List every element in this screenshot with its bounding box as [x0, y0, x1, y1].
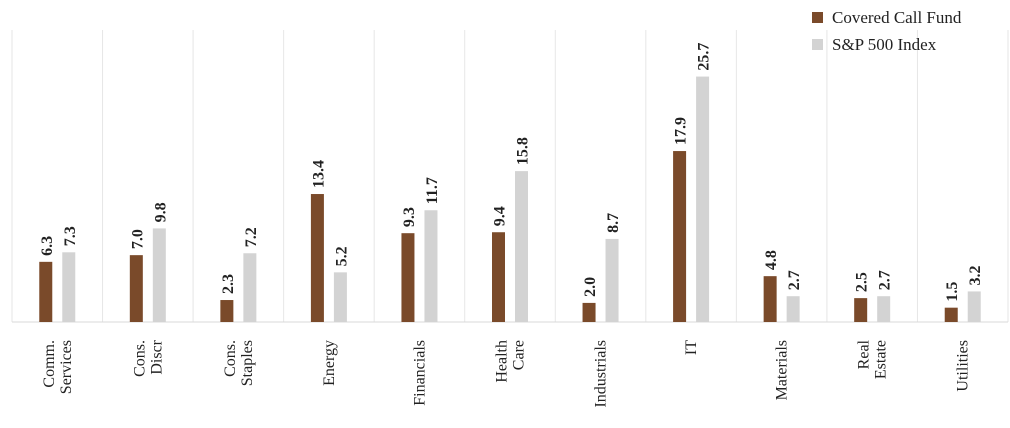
bar-sp500-index	[424, 210, 438, 322]
x-tick-label: IT	[683, 340, 700, 355]
bar-covered-call-fund	[401, 233, 415, 322]
data-label: 7.0	[129, 229, 146, 249]
data-label: 1.5	[944, 282, 961, 302]
bar-sp500-index	[967, 291, 981, 322]
data-label: 2.3	[220, 274, 237, 294]
x-tick-labels: Comm. Services Cons. Discr Cons. Staples Energ…	[41, 339, 972, 407]
x-tick-label: Comm.	[41, 340, 58, 388]
legend-swatch-covered-call-fund	[812, 12, 823, 23]
bar-sp500-index	[605, 238, 619, 322]
bar-sp500-index	[333, 272, 347, 322]
data-label: 15.8	[515, 137, 532, 165]
x-tick-label: Real	[856, 339, 873, 369]
x-tick-label: Industrials	[593, 340, 610, 408]
bar-covered-call-fund	[944, 307, 958, 322]
bar-sp500-index	[696, 76, 710, 322]
x-tick-label: Staples	[239, 340, 256, 386]
data-label: 8.7	[605, 213, 622, 233]
data-label: 4.8	[763, 250, 780, 270]
data-label: 9.3	[401, 207, 418, 227]
data-label: 17.9	[673, 117, 690, 145]
data-labels: 6.3 7.3 7.0 9.8 2.3 7.2 13.4 5.2 9.3 11.7 9.4 15.8 2…	[39, 43, 984, 302]
x-tick-label: Care	[511, 340, 528, 370]
bar-covered-call-fund	[763, 276, 777, 322]
bar-covered-call-fund	[673, 151, 687, 322]
bar-covered-call-fund	[582, 302, 596, 322]
bar-covered-call-fund	[492, 232, 505, 322]
bar-covered-call-fund	[854, 298, 868, 322]
data-label: 25.7	[696, 43, 713, 71]
bar-covered-call-fund	[220, 300, 234, 322]
bar-sp500-index	[152, 228, 166, 322]
legend: Covered Call Fund S&P 500 Index	[812, 8, 962, 54]
bar-sp500-index	[786, 296, 800, 322]
x-tick-label: Utilities	[955, 340, 972, 392]
data-label: 2.7	[786, 270, 803, 290]
x-tick-label: Discr	[148, 339, 165, 374]
data-label: 2.7	[877, 270, 894, 290]
data-label: 7.2	[243, 227, 260, 247]
data-label: 9.4	[492, 206, 509, 226]
legend-label: S&P 500 Index	[832, 35, 937, 54]
data-label: 13.4	[310, 160, 327, 188]
x-tick-label: Financials	[411, 340, 428, 406]
bar-sp500-index	[877, 296, 891, 322]
category-dividers	[11, 30, 1009, 322]
x-tick-label: Materials	[774, 340, 791, 400]
data-label: 3.2	[967, 265, 984, 285]
bars	[39, 76, 981, 322]
data-label: 6.3	[39, 236, 56, 256]
x-tick-label: Cons.	[222, 340, 239, 377]
bar-covered-call-fund	[39, 261, 53, 322]
data-label: 2.5	[854, 272, 871, 292]
data-label: 11.7	[424, 177, 441, 204]
x-tick-label: Estate	[873, 340, 890, 379]
bar-sp500-index	[515, 171, 528, 322]
bar-sp500-index	[243, 253, 257, 322]
x-tick-label: Health	[494, 340, 511, 383]
bar-sp500-index	[62, 252, 76, 322]
bar-covered-call-fund	[310, 194, 324, 322]
x-tick-label: Services	[58, 340, 75, 394]
x-tick-label: Energy	[321, 340, 338, 386]
legend-swatch-sp500-index	[812, 39, 823, 50]
data-label: 7.3	[62, 226, 79, 246]
data-label: 9.8	[152, 202, 169, 222]
data-label: 5.2	[333, 246, 350, 266]
x-tick-label: Cons.	[131, 340, 148, 377]
data-label: 2.0	[582, 277, 599, 297]
bar-covered-call-fund	[129, 255, 143, 322]
legend-label: Covered Call Fund	[832, 8, 962, 27]
